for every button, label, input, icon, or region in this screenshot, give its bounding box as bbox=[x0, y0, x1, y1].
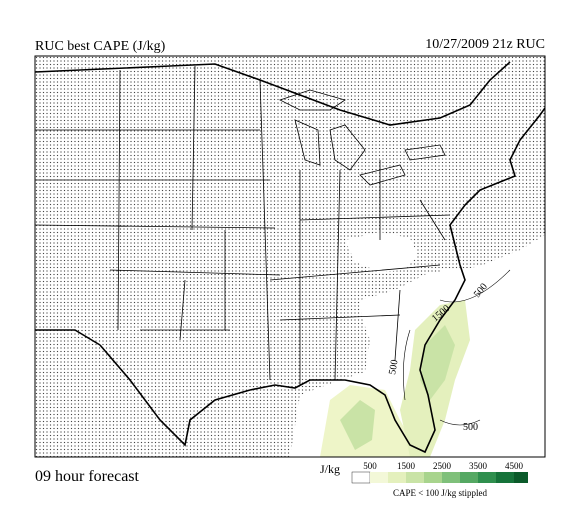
forecast-hour: 09 hour forecast bbox=[35, 468, 140, 485]
contour-label: 500 bbox=[387, 359, 400, 376]
state-lines bbox=[35, 65, 451, 385]
unstippled-area bbox=[440, 262, 515, 300]
legend-tick: 3500 bbox=[469, 461, 488, 471]
valid-time: 10/27/2009 21z RUC bbox=[425, 37, 545, 52]
colorbar bbox=[351, 471, 528, 484]
legend-tick: 4500 bbox=[505, 461, 524, 471]
border bbox=[35, 61, 511, 126]
map: 500 1500 500 500 bbox=[35, 56, 545, 457]
border bbox=[35, 329, 101, 346]
cape-fill bbox=[420, 325, 455, 400]
map-frame bbox=[34, 55, 546, 458]
cape-fill bbox=[340, 400, 375, 450]
contour-label: 500 bbox=[463, 422, 478, 433]
legend-unit: J/kg bbox=[320, 462, 340, 476]
unstippled-area bbox=[345, 232, 418, 272]
legend-tick: 500 bbox=[363, 461, 377, 471]
coastline bbox=[99, 107, 545, 454]
legend-tick: 1500 bbox=[397, 461, 416, 471]
map-title: RUC best CAPE (J/kg) bbox=[35, 39, 166, 54]
contour bbox=[403, 269, 511, 426]
great-lakes bbox=[278, 89, 446, 186]
legend-note: CAPE < 100 J/kg stippled bbox=[393, 488, 488, 498]
legend-tick: 2500 bbox=[433, 461, 452, 471]
